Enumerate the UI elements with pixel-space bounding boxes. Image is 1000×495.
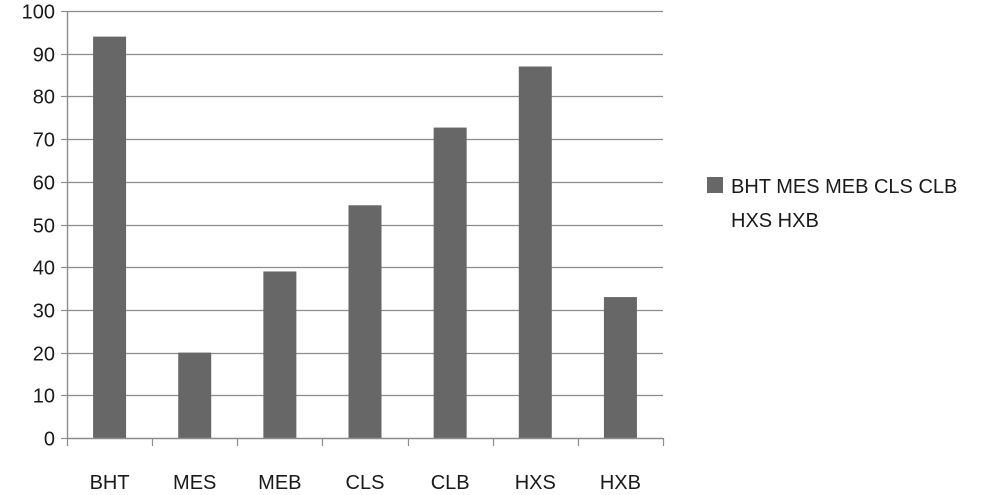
y-tick-label: 30 [33, 301, 55, 323]
y-tick-label: 0 [44, 429, 55, 451]
legend-label-line-1: BHT MES MEB CLS CLB [731, 176, 957, 198]
bar-hxb [603, 297, 637, 438]
axes [61, 10, 665, 446]
bar-meb [263, 271, 297, 438]
bar-cls [348, 205, 382, 438]
x-tick-labels: BHT MES MEB CLS CLB HXS HXB [90, 472, 641, 494]
x-tick-label: MES [173, 472, 216, 494]
legend-label-line-2: HXS HXB [731, 210, 819, 232]
y-tick-label: 80 [33, 87, 55, 109]
y-tick-label: 60 [33, 173, 55, 195]
x-tick-label: BHT [90, 472, 130, 494]
legend: BHT MES MEB CLS CLB HXS HXB [707, 176, 957, 232]
y-tick-label: 10 [33, 386, 55, 408]
x-tick-label: CLB [431, 472, 470, 494]
y-tick-label: 20 [33, 344, 55, 366]
y-tick-label: 70 [33, 130, 55, 152]
x-tick-label: CLS [346, 472, 385, 494]
y-tick-label: 100 [22, 2, 55, 24]
x-tick-label: MEB [258, 472, 301, 494]
legend-swatch [707, 177, 723, 193]
bar-mes [178, 352, 212, 438]
y-tick-label: 90 [33, 45, 55, 67]
x-tick-label: HXS [515, 472, 556, 494]
bar-bht [93, 36, 127, 439]
y-tick-label: 50 [33, 216, 55, 238]
y-tick-labels: 0 10 20 30 40 50 60 70 80 90 100 [22, 2, 55, 451]
bar-clb [433, 127, 467, 439]
y-tick-label: 40 [33, 258, 55, 280]
bars [93, 36, 637, 439]
x-tick-label: HXB [600, 472, 641, 494]
bar-hxs [518, 66, 552, 438]
